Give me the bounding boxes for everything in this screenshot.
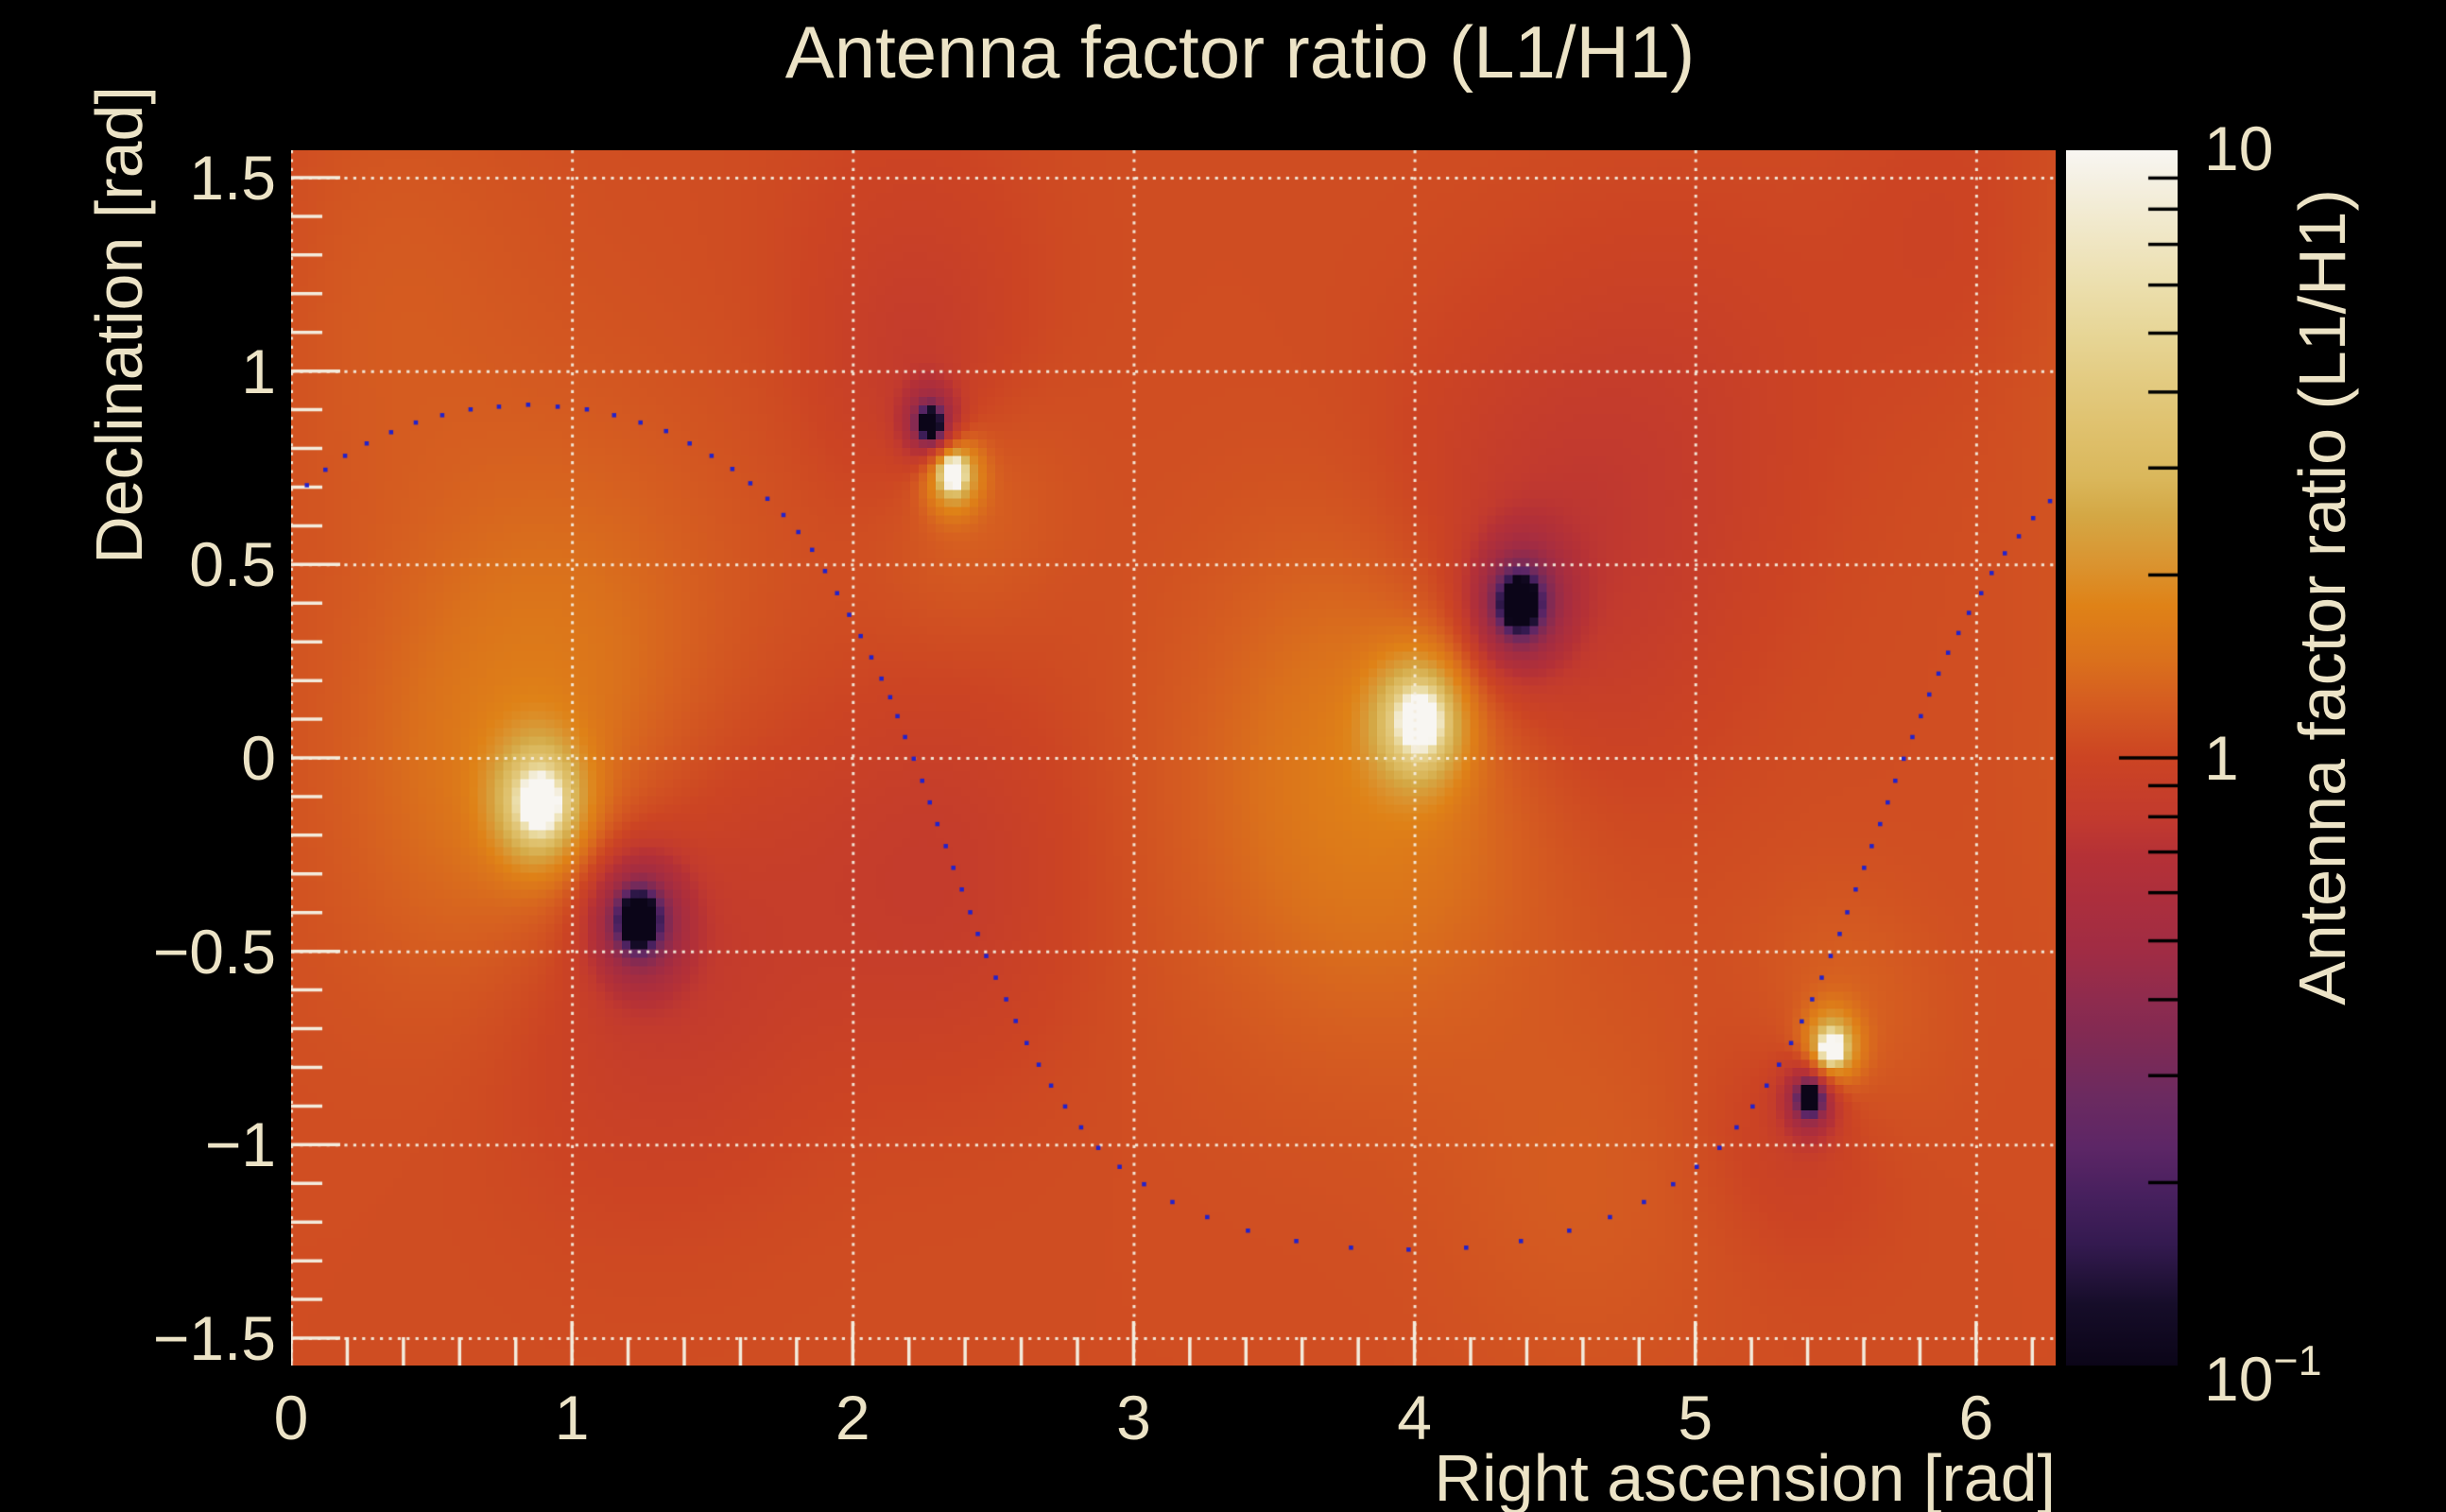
plot-area [291,150,2056,1366]
y-tick-label: 1 [241,335,276,406]
x-axis-title: Right ascension [rad] [1434,1441,2056,1512]
colorbar-ticks-canvas [2066,150,2178,1366]
x-tick-label: 6 [1958,1383,1994,1452]
plot-overlay-canvas [291,150,2056,1366]
y-axis-title: Declination [rad] [82,86,156,564]
x-tick-label: 0 [273,1383,309,1452]
y-tick-label: 1.5 [189,142,276,213]
z-tick-label-10: 10 [2204,113,2274,183]
x-tick-label: 3 [1116,1383,1151,1452]
x-tick-label: 4 [1397,1383,1432,1452]
y-tick-label: 0 [241,723,276,793]
y-tick-label: −0.5 [152,916,276,987]
x-tick-label: 2 [835,1383,870,1452]
z-tick-label-0p1: 10−1 [2204,1335,2322,1414]
page-title: Antenna factor ratio (L1/H1) [784,10,1696,94]
x-tick-label: 1 [554,1383,590,1452]
y-tick-label: −1 [204,1109,276,1180]
z-tick-label-1: 1 [2204,723,2239,793]
y-tick-label: 0.5 [189,529,276,600]
x-tick-label: 5 [1678,1383,1714,1452]
colorbar-title: Antenna factor ratio (L1/H1) [2285,189,2359,1005]
y-tick-label: −1.5 [152,1303,276,1374]
